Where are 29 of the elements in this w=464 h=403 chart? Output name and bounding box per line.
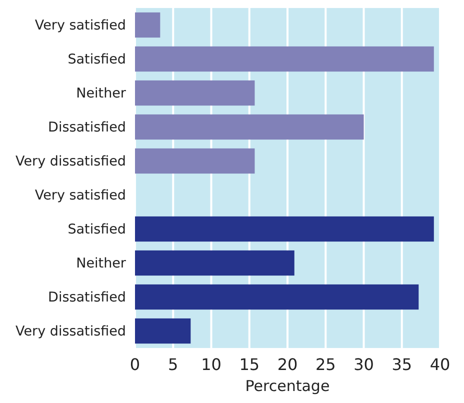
y-tick-label: Neither: [76, 86, 126, 102]
bar: [135, 250, 294, 276]
x-tick-label: 20: [277, 355, 298, 374]
y-tick-label: Very satisfied: [34, 18, 126, 34]
y-tick-label: Neither: [76, 256, 126, 272]
x-tick-label: 0: [130, 355, 140, 374]
x-tick-label: 5: [168, 355, 178, 374]
x-axis-title: Percentage: [245, 377, 330, 395]
y-tick-label: Satisfied: [68, 52, 126, 68]
bar: [135, 216, 434, 242]
y-tick-label: Very dissatisfied: [16, 324, 126, 340]
bar: [135, 148, 255, 174]
bar: [135, 284, 419, 310]
x-tick-label: 35: [392, 355, 412, 374]
y-tick-label: Very dissatisfied: [16, 154, 126, 170]
y-tick-label: Dissatisfied: [48, 120, 126, 136]
y-tick-label: Dissatisfied: [48, 290, 126, 306]
bar: [135, 12, 160, 38]
x-tick-label: 15: [239, 355, 260, 374]
x-tick-label: 25: [315, 355, 336, 374]
x-tick-label: 40: [430, 355, 450, 374]
bar: [135, 318, 191, 344]
bar: [135, 114, 364, 140]
y-tick-label: Satisfied: [68, 222, 126, 238]
bar: [135, 46, 434, 72]
x-tick-label: 30: [354, 355, 374, 374]
x-tick-label: 10: [201, 355, 222, 374]
bar: [135, 80, 255, 106]
y-tick-label: Very satisfied: [34, 188, 126, 204]
